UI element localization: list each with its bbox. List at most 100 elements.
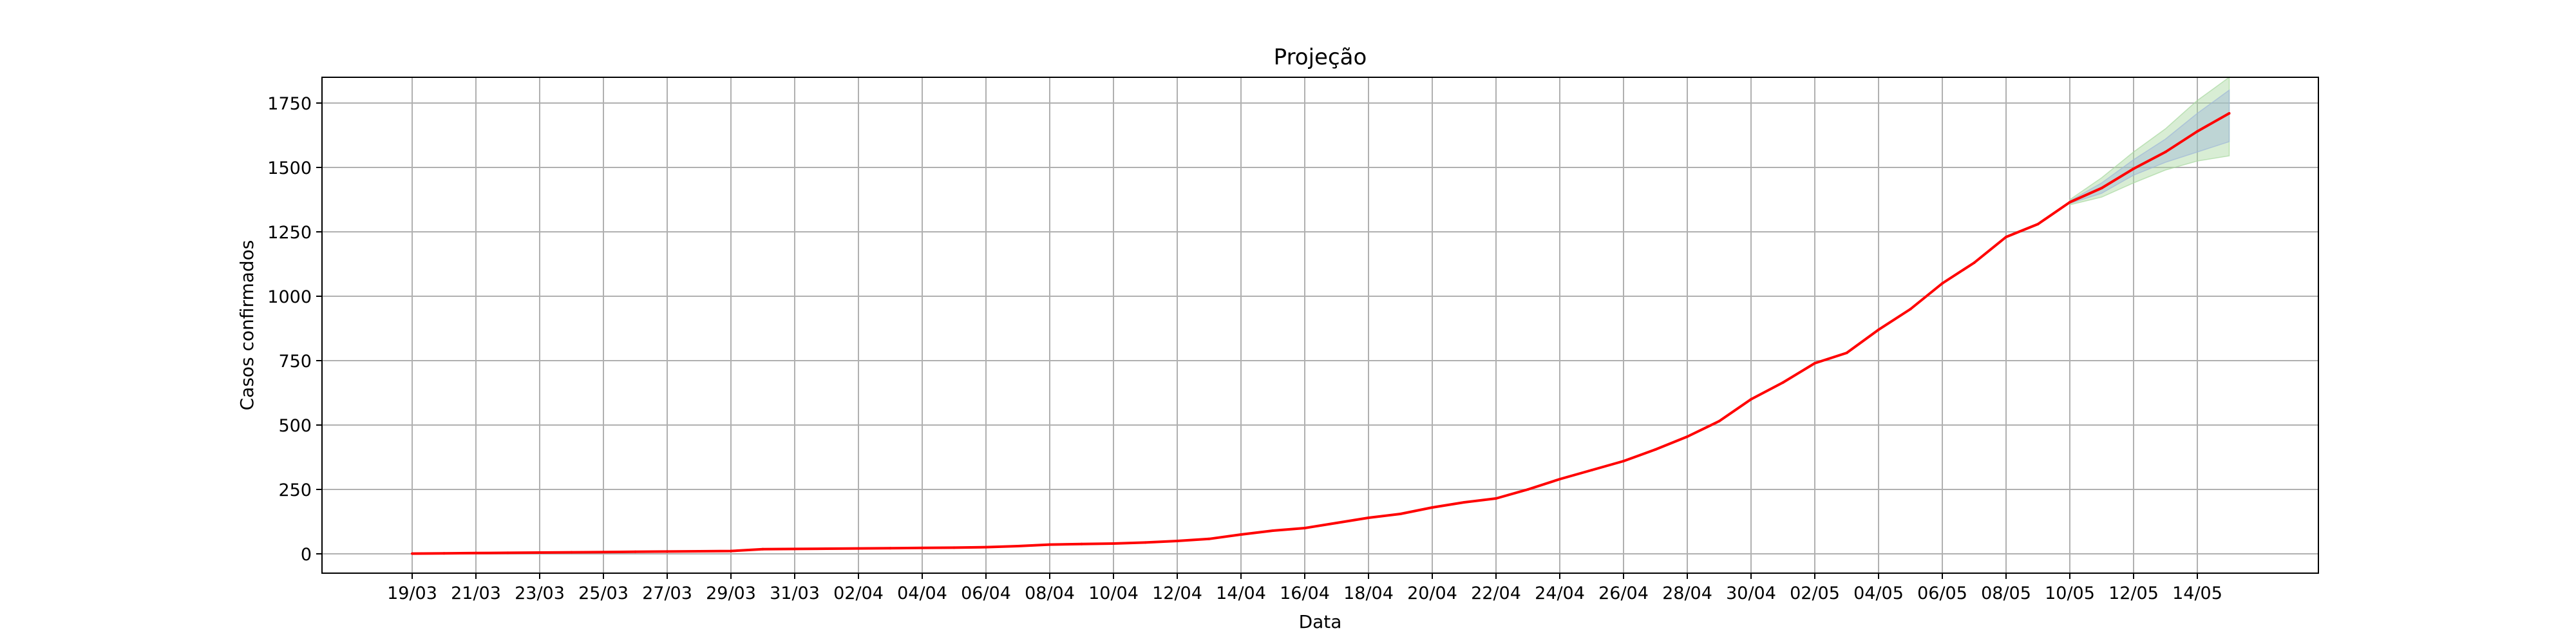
data-point <box>761 547 764 551</box>
data-point <box>1176 540 1179 542</box>
data-point <box>1622 460 1625 462</box>
data-point <box>1814 362 1816 365</box>
data-point <box>1016 545 1019 547</box>
x-tick-label: 28/04 <box>1662 583 1712 603</box>
data-point <box>697 550 701 553</box>
x-tick-label: 06/04 <box>961 583 1011 603</box>
data-point <box>2228 112 2231 115</box>
data-point <box>825 547 828 550</box>
data-point <box>952 546 956 549</box>
data-point <box>1048 543 1051 546</box>
x-tick-label: 14/04 <box>1216 583 1266 603</box>
x-axis-ticks: 19/03 21/03 23/03 25/03 27/03 29/03 31/03 02/04… <box>387 573 2222 603</box>
data-point <box>634 550 637 553</box>
data-point <box>985 545 987 549</box>
x-tick-label: 10/04 <box>1088 583 1139 603</box>
data-point <box>475 551 477 554</box>
y-tick-label: 750 <box>278 352 312 372</box>
data-point <box>2164 151 2167 153</box>
chart-title: Projeção <box>1274 44 1367 70</box>
data-point <box>1718 420 1721 422</box>
data-point <box>1781 381 1785 384</box>
y-tick-label: 1750 <box>267 94 312 114</box>
series-line <box>412 112 2230 555</box>
x-tick-label: 21/03 <box>451 583 501 603</box>
data-point <box>666 550 668 553</box>
y-axis-label: Casos confirmados <box>236 240 258 411</box>
data-point <box>1495 497 1497 500</box>
data-point <box>1303 527 1306 529</box>
data-point <box>506 551 509 554</box>
data-point <box>1208 537 1211 540</box>
data-point <box>602 551 605 554</box>
x-tick-label: 06/05 <box>1917 583 1967 603</box>
data-point <box>1558 478 1561 480</box>
y-tick-label: 500 <box>278 416 312 436</box>
data-point <box>538 551 541 554</box>
x-tick-label: 12/04 <box>1152 583 1202 603</box>
series-layer <box>411 112 2231 555</box>
data-point <box>411 552 413 555</box>
data-point <box>2036 223 2040 225</box>
data-point <box>1686 435 1689 438</box>
data-point <box>1367 516 1370 519</box>
y-tick-label: 1250 <box>267 223 312 243</box>
data-point <box>1431 506 1434 509</box>
band-layer <box>2069 76 2230 205</box>
data-point <box>2100 187 2103 189</box>
x-axis-label: Data <box>1299 611 1342 632</box>
x-tick-label: 02/05 <box>1790 583 1840 603</box>
data-point <box>1080 542 1083 545</box>
y-tick-label: 1500 <box>267 158 312 178</box>
confidence-band <box>2069 76 2230 205</box>
data-point <box>1973 261 1976 264</box>
data-point <box>793 547 796 551</box>
x-tick-label: 25/03 <box>578 583 629 603</box>
data-point <box>1144 541 1147 544</box>
data-point <box>1463 501 1466 504</box>
data-point <box>442 552 446 555</box>
x-tick-label: 20/04 <box>1407 583 1457 603</box>
data-point <box>857 547 860 550</box>
data-point <box>1335 522 1338 524</box>
data-point <box>1112 542 1115 545</box>
data-point <box>1271 529 1274 532</box>
data-point <box>1941 282 1944 285</box>
grid-layer <box>322 77 2318 573</box>
data-point <box>1845 352 1848 354</box>
data-point <box>2005 236 2007 238</box>
x-tick-label: 31/03 <box>770 583 820 603</box>
data-point <box>921 546 923 549</box>
data-point <box>2196 130 2199 133</box>
x-tick-label: 22/04 <box>1471 583 1521 603</box>
x-tick-label: 02/04 <box>833 583 884 603</box>
data-point <box>2132 167 2135 170</box>
x-tick-label: 23/03 <box>515 583 565 603</box>
x-tick-label: 08/05 <box>1981 583 2031 603</box>
y-tick-label: 250 <box>278 480 312 500</box>
x-tick-label: 04/04 <box>897 583 947 603</box>
confidence-band <box>2069 89 2230 205</box>
data-point <box>1654 448 1657 451</box>
x-tick-label: 19/03 <box>387 583 437 603</box>
y-tick-label: 1000 <box>267 287 312 307</box>
x-tick-label: 24/04 <box>1535 583 1585 603</box>
y-axis-ticks: 0 250 500 750 1000 1250 1500 1750 <box>267 94 322 565</box>
data-point <box>1240 533 1242 536</box>
data-point <box>1526 488 1530 491</box>
x-tick-label: 26/04 <box>1598 583 1649 603</box>
x-tick-label: 12/05 <box>2108 583 2159 603</box>
data-point <box>2069 201 2071 204</box>
data-point <box>889 547 892 550</box>
x-tick-label: 16/04 <box>1280 583 1330 603</box>
x-tick-label: 14/05 <box>2172 583 2222 603</box>
data-point <box>1750 398 1752 401</box>
data-point <box>1909 308 1912 310</box>
x-tick-label: 08/04 <box>1025 583 1075 603</box>
x-tick-label: 18/04 <box>1343 583 1394 603</box>
x-tick-label: 30/04 <box>1726 583 1776 603</box>
x-tick-label: 04/05 <box>1853 583 1904 603</box>
x-tick-label: 29/03 <box>706 583 756 603</box>
plot-frame <box>321 77 2319 574</box>
